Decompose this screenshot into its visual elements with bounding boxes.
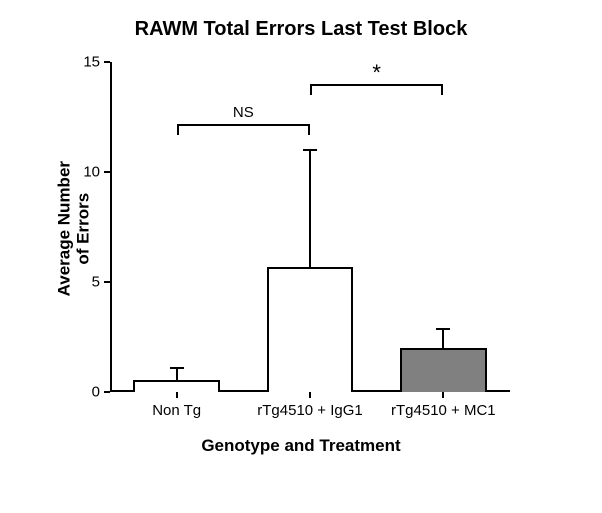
significance-label: * xyxy=(372,60,381,86)
error-bar-cap xyxy=(303,149,317,151)
error-bar-line xyxy=(442,329,444,348)
y-axis-line xyxy=(110,62,112,392)
error-bar-cap xyxy=(170,367,184,369)
plot-area: 051015Non TgrTg4510 + IgG1rTg4510 + MC1N… xyxy=(110,62,510,392)
error-bar-cap xyxy=(436,328,450,330)
y-tick-label: 15 xyxy=(83,54,100,71)
error-bar-line xyxy=(309,150,311,267)
chart-title: RAWM Total Errors Last Test Block xyxy=(0,18,602,41)
y-tick xyxy=(104,61,110,63)
bar xyxy=(400,348,487,392)
significance-label: NS xyxy=(233,104,254,121)
bar xyxy=(267,267,354,392)
y-tick xyxy=(104,171,110,173)
significance-bracket xyxy=(177,124,310,126)
y-tick-label: 10 xyxy=(83,164,100,181)
x-tick-label: rTg4510 + IgG1 xyxy=(257,402,362,419)
y-tick xyxy=(104,391,110,393)
y-axis-label-line2: of Errors xyxy=(73,193,92,265)
y-axis-label-line1: Average Number xyxy=(54,161,73,296)
significance-bracket-tick xyxy=(441,84,443,95)
y-tick xyxy=(104,281,110,283)
x-tick xyxy=(442,392,444,398)
significance-bracket-tick xyxy=(308,124,310,135)
x-tick xyxy=(176,392,178,398)
error-bar-line xyxy=(176,368,178,380)
bar xyxy=(133,380,220,392)
significance-bracket-tick xyxy=(177,124,179,135)
y-tick-label: 0 xyxy=(92,384,100,401)
y-axis-label: Average Number of Errors xyxy=(55,129,92,329)
y-tick-label: 5 xyxy=(92,274,100,291)
x-axis-label: Genotype and Treatment xyxy=(0,436,602,456)
x-tick xyxy=(309,392,311,398)
significance-bracket-tick xyxy=(310,84,312,95)
x-tick-label: Non Tg xyxy=(152,402,201,419)
chart-container: RAWM Total Errors Last Test Block Averag… xyxy=(0,0,602,513)
x-tick-label: rTg4510 + MC1 xyxy=(391,402,496,419)
